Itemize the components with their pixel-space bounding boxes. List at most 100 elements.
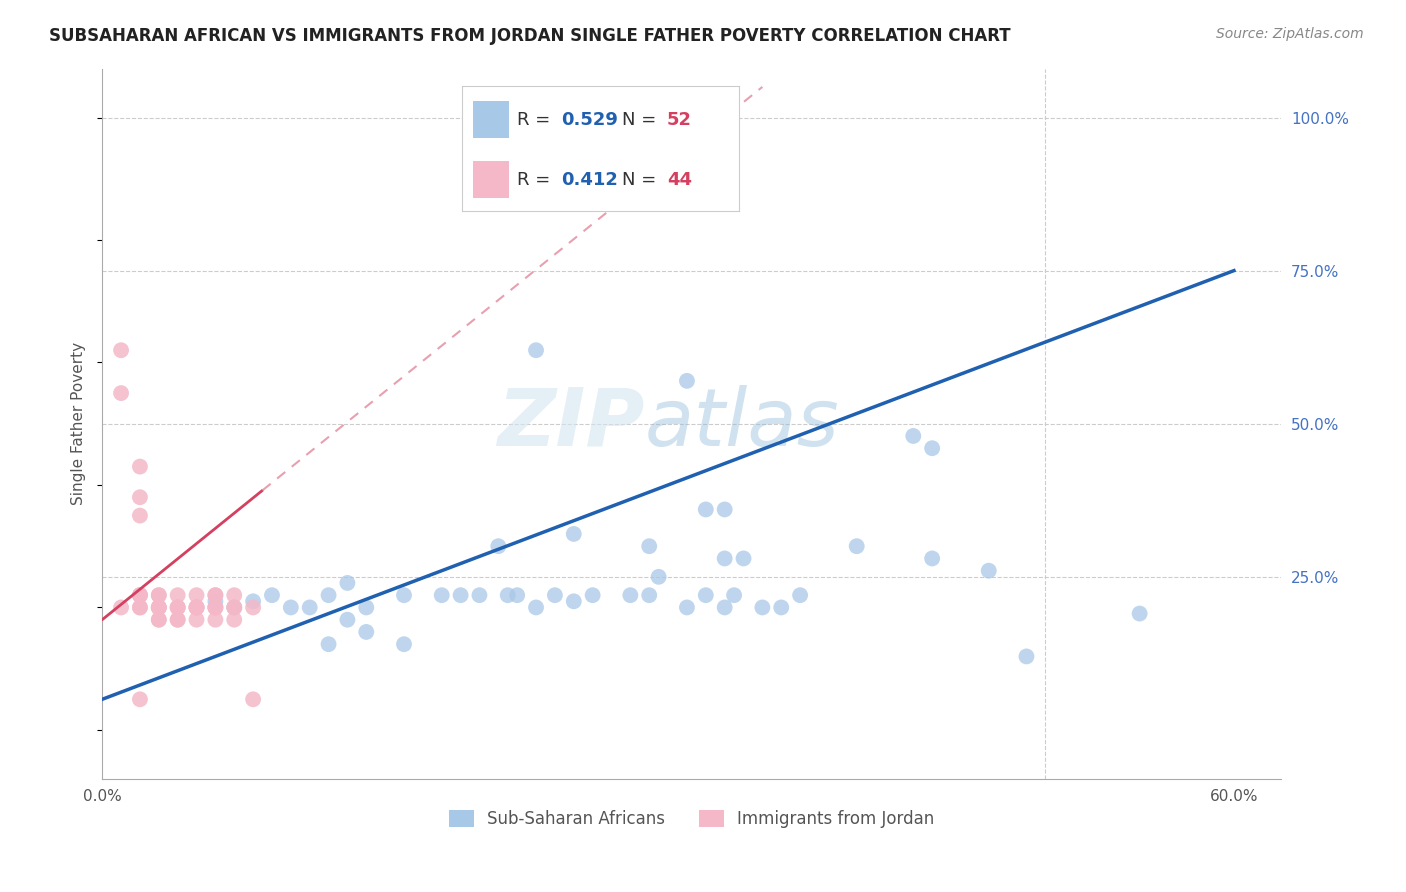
Point: [148, 600, 170, 615]
Point: [129, 600, 152, 615]
Point: [676, 600, 699, 615]
Point: [977, 564, 1000, 578]
Point: [392, 637, 415, 651]
Point: [148, 600, 170, 615]
Text: ZIP: ZIP: [498, 384, 644, 463]
Point: [242, 600, 264, 615]
Point: [186, 600, 208, 615]
Point: [148, 600, 170, 615]
Point: [638, 588, 661, 602]
Point: [224, 588, 246, 602]
Point: [166, 600, 188, 615]
Point: [280, 600, 302, 615]
Point: [224, 600, 246, 615]
Point: [129, 692, 152, 706]
Point: [148, 600, 170, 615]
Point: [450, 588, 472, 602]
Point: [506, 588, 529, 602]
Text: atlas: atlas: [644, 384, 839, 463]
Point: [224, 600, 246, 615]
Point: [468, 588, 491, 602]
Point: [204, 600, 226, 615]
Text: Source: ZipAtlas.com: Source: ZipAtlas.com: [1216, 27, 1364, 41]
Point: [166, 600, 188, 615]
Point: [129, 588, 152, 602]
Point: [204, 613, 226, 627]
Point: [723, 588, 745, 602]
Point: [695, 502, 717, 516]
Point: [751, 600, 773, 615]
Point: [486, 539, 509, 553]
Point: [166, 613, 188, 627]
Point: [544, 588, 567, 602]
Point: [770, 600, 793, 615]
Point: [110, 386, 132, 401]
Point: [110, 600, 132, 615]
Point: [581, 588, 603, 602]
Point: [713, 551, 735, 566]
Point: [166, 588, 188, 602]
Point: [676, 374, 699, 388]
Point: [129, 508, 152, 523]
Point: [845, 539, 868, 553]
Point: [186, 613, 208, 627]
Point: [336, 613, 359, 627]
Point: [129, 490, 152, 504]
Point: [242, 692, 264, 706]
Point: [789, 588, 811, 602]
Point: [186, 588, 208, 602]
Text: SUBSAHARAN AFRICAN VS IMMIGRANTS FROM JORDAN SINGLE FATHER POVERTY CORRELATION C: SUBSAHARAN AFRICAN VS IMMIGRANTS FROM JO…: [49, 27, 1011, 45]
Point: [298, 600, 321, 615]
Point: [148, 613, 170, 627]
Point: [204, 600, 226, 615]
Point: [318, 637, 340, 651]
Point: [148, 588, 170, 602]
Point: [224, 600, 246, 615]
Y-axis label: Single Father Poverty: Single Father Poverty: [72, 343, 86, 505]
Point: [356, 600, 378, 615]
Point: [524, 343, 547, 358]
Point: [619, 588, 641, 602]
Point: [1129, 607, 1152, 621]
Point: [204, 588, 226, 602]
Point: [242, 594, 264, 608]
Point: [186, 600, 208, 615]
Point: [204, 594, 226, 608]
Point: [638, 539, 661, 553]
Point: [392, 588, 415, 602]
Point: [336, 576, 359, 591]
Point: [204, 600, 226, 615]
Point: [186, 600, 208, 615]
Point: [430, 588, 453, 602]
Point: [562, 594, 585, 608]
Point: [562, 527, 585, 541]
Point: [129, 588, 152, 602]
Point: [186, 600, 208, 615]
Point: [204, 588, 226, 602]
Point: [356, 624, 378, 639]
Point: [524, 600, 547, 615]
Point: [903, 429, 925, 443]
Point: [166, 600, 188, 615]
Point: [318, 588, 340, 602]
Point: [129, 600, 152, 615]
Point: [496, 588, 519, 602]
Point: [733, 551, 755, 566]
Point: [695, 588, 717, 602]
Point: [166, 613, 188, 627]
Point: [148, 588, 170, 602]
Point: [110, 343, 132, 358]
Point: [921, 441, 943, 455]
Point: [129, 588, 152, 602]
Point: [260, 588, 283, 602]
Point: [647, 111, 669, 125]
Point: [713, 502, 735, 516]
Point: [224, 613, 246, 627]
Point: [921, 551, 943, 566]
Point: [1015, 649, 1038, 664]
Point: [148, 613, 170, 627]
Point: [713, 600, 735, 615]
Point: [129, 459, 152, 474]
Legend: Sub-Saharan Africans, Immigrants from Jordan: Sub-Saharan Africans, Immigrants from Jo…: [443, 803, 941, 835]
Point: [647, 570, 669, 584]
